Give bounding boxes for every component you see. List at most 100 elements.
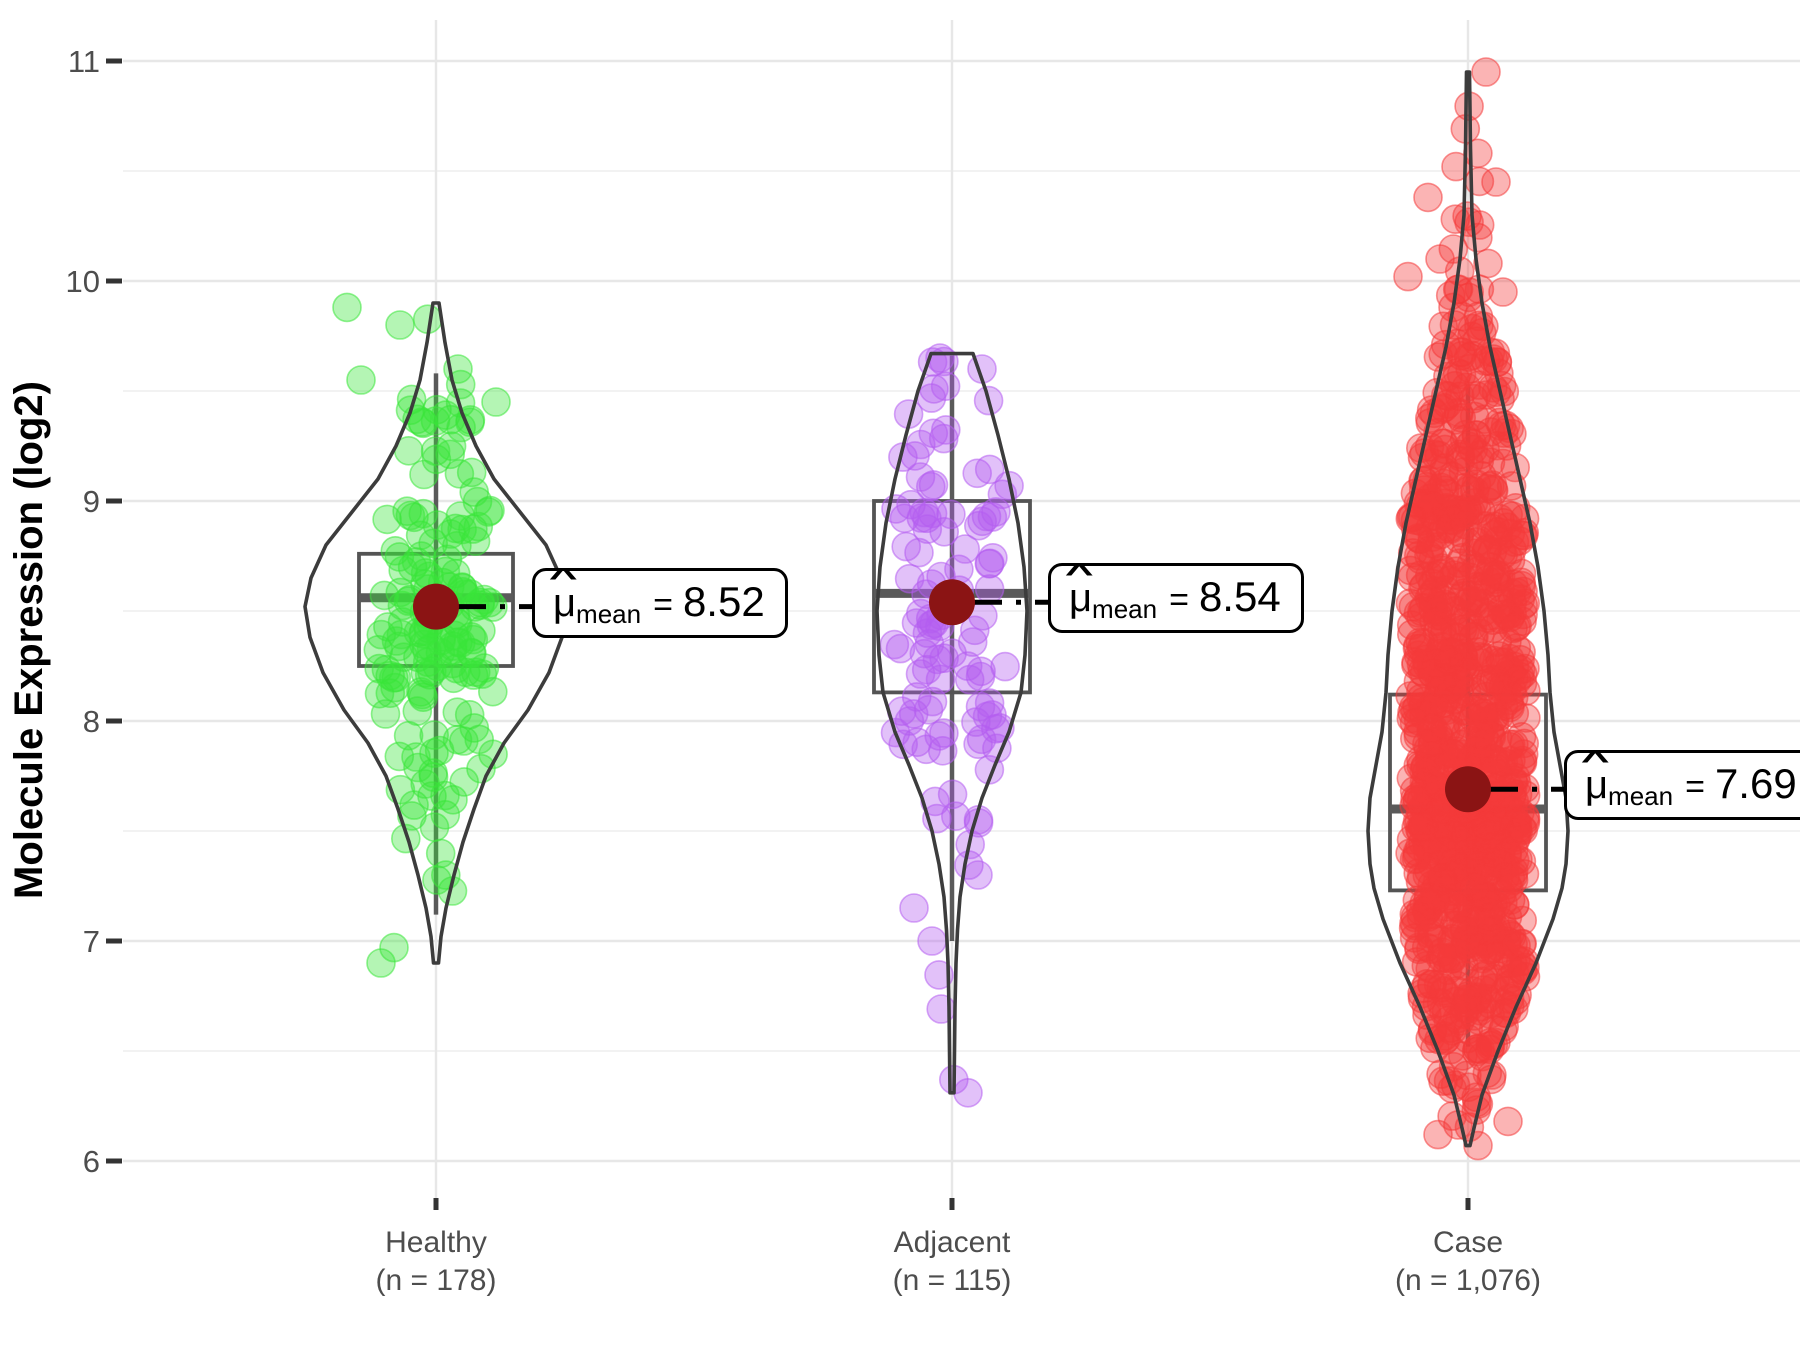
mean-subscript: mean bbox=[1608, 781, 1674, 812]
jitter-point bbox=[460, 657, 491, 688]
jitter-point bbox=[1472, 486, 1503, 517]
jitter-point bbox=[425, 838, 456, 869]
jitter-point bbox=[1416, 969, 1447, 1000]
jitter-point bbox=[917, 926, 947, 956]
y-tick-label: 6 bbox=[83, 1144, 100, 1179]
jitter-point bbox=[392, 496, 422, 527]
equals-sign: = bbox=[1685, 768, 1705, 807]
jitter-point bbox=[419, 812, 450, 843]
jitter-point bbox=[1506, 570, 1537, 601]
jitter-point bbox=[963, 510, 994, 541]
jitter-point bbox=[925, 664, 956, 695]
jitter-point bbox=[1437, 461, 1468, 492]
jitter-point bbox=[963, 729, 993, 760]
jitter-point bbox=[390, 823, 421, 854]
jitter-point bbox=[940, 801, 971, 832]
jitter-point bbox=[1396, 610, 1427, 640]
jitter-point bbox=[974, 454, 1005, 485]
jitter-point bbox=[966, 656, 996, 687]
violin-outline-healthy bbox=[303, 301, 569, 965]
mean-annotation-adjacent: ^ μ mean = 8.54 bbox=[1048, 560, 1304, 634]
jitter-point bbox=[438, 784, 468, 815]
jitter-point bbox=[380, 672, 410, 703]
mean-value: 7.69 bbox=[1714, 760, 1797, 808]
jitter-point bbox=[346, 365, 376, 395]
jitter-point bbox=[1400, 910, 1431, 941]
jitter-point bbox=[909, 497, 940, 528]
jitter-point bbox=[407, 679, 438, 710]
jitter-point bbox=[950, 534, 981, 564]
violin-outline-case bbox=[1366, 70, 1570, 1148]
jitter-point bbox=[1427, 584, 1457, 614]
jitter-point bbox=[1464, 370, 1494, 400]
jitter-point bbox=[1454, 431, 1484, 462]
jitter-point bbox=[1452, 662, 1483, 692]
jitter-point bbox=[1476, 838, 1507, 869]
jitter-point bbox=[1415, 754, 1446, 784]
jitter-point bbox=[927, 735, 958, 766]
jitter-point bbox=[930, 371, 961, 402]
jitter-point bbox=[440, 513, 471, 544]
jitter-point bbox=[920, 786, 950, 817]
jitter-point bbox=[894, 563, 925, 594]
jitter-point bbox=[1413, 182, 1443, 213]
mean-annotation-healthy: ^ μ mean = 8.52 bbox=[532, 565, 788, 638]
jitter-point bbox=[1499, 527, 1530, 557]
jitter-point bbox=[1395, 838, 1425, 869]
jitter-point bbox=[375, 678, 406, 709]
jitter-point bbox=[1421, 648, 1451, 679]
jitter-point bbox=[1471, 941, 1502, 971]
equals-sign: = bbox=[653, 585, 673, 624]
jitter-point bbox=[930, 415, 961, 445]
jitter-point bbox=[366, 948, 396, 978]
y-tick-label: 9 bbox=[83, 484, 100, 519]
jitter-point bbox=[395, 500, 426, 531]
jitter-point bbox=[924, 721, 955, 751]
jitter-point bbox=[422, 510, 453, 540]
jitter-points-healthy bbox=[332, 292, 511, 978]
jitter-point bbox=[435, 439, 466, 470]
jitter-point bbox=[1425, 244, 1455, 274]
jitter-point bbox=[1437, 929, 1467, 960]
jitter-point bbox=[420, 436, 451, 466]
jitter-point bbox=[953, 1078, 983, 1108]
jitter-point bbox=[963, 860, 993, 890]
jitter-point bbox=[1424, 440, 1455, 471]
jitter-point bbox=[1438, 738, 1469, 769]
jitter-point bbox=[1428, 621, 1459, 652]
y-tick-label: 10 bbox=[66, 264, 100, 299]
jitter-point bbox=[1406, 649, 1437, 680]
jitter-point bbox=[403, 752, 433, 783]
jitter-point bbox=[924, 960, 954, 990]
jitter-point bbox=[402, 696, 433, 726]
jitter-point bbox=[891, 531, 922, 562]
jitter-point bbox=[1442, 328, 1472, 359]
jitter-point bbox=[1430, 710, 1460, 740]
jitter-point bbox=[372, 504, 402, 535]
jitter-point bbox=[1459, 872, 1489, 902]
mu-hat-symbol: ^ μ bbox=[1064, 560, 1094, 621]
mean-dot bbox=[413, 583, 459, 630]
jitter-point bbox=[1472, 534, 1503, 565]
mean-annotation-case: ^ μ mean = 7.69 bbox=[1564, 748, 1800, 821]
jitter-point bbox=[913, 694, 944, 725]
jitter-point bbox=[1446, 828, 1476, 859]
jitter-point bbox=[1455, 353, 1485, 384]
jitter-point bbox=[418, 762, 449, 792]
y-tick-label: 7 bbox=[83, 924, 100, 959]
jitter-point bbox=[1457, 581, 1488, 612]
x-group-n-label: (n = 178) bbox=[376, 1264, 497, 1297]
jitter-point bbox=[332, 292, 362, 323]
mu-hat-symbol: ^ μ bbox=[548, 565, 578, 625]
jitter-point bbox=[1463, 301, 1494, 332]
jitter-point bbox=[436, 431, 467, 462]
jitter-point bbox=[1426, 863, 1457, 894]
jitter-point bbox=[437, 648, 468, 679]
jitter-point bbox=[1461, 553, 1492, 583]
jitter-point bbox=[1505, 797, 1535, 827]
jitter-point bbox=[442, 697, 473, 728]
jitter-point bbox=[1430, 589, 1460, 620]
jitter-point bbox=[1496, 745, 1526, 776]
mean-dot bbox=[1445, 766, 1491, 813]
